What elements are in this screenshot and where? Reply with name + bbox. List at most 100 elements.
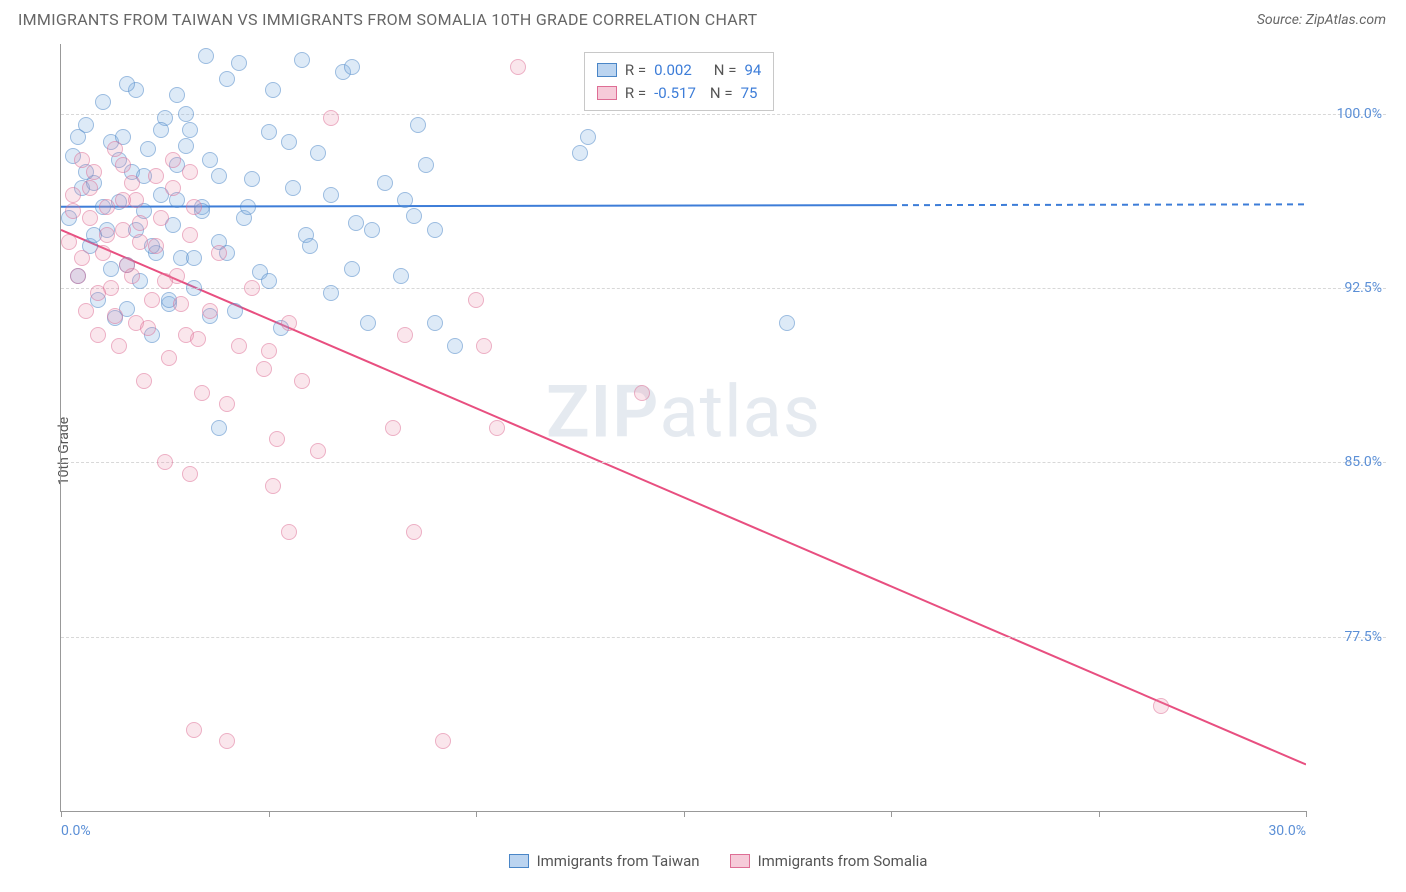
gridline-h xyxy=(61,462,1386,463)
data-point xyxy=(107,141,123,157)
data-point xyxy=(165,180,181,196)
data-point xyxy=(115,192,131,208)
data-point xyxy=(310,443,326,459)
data-point xyxy=(132,234,148,250)
data-point xyxy=(78,303,94,319)
data-point xyxy=(418,157,434,173)
data-point xyxy=(148,168,164,184)
data-point xyxy=(115,157,131,173)
data-point xyxy=(281,134,297,150)
data-point xyxy=(70,268,86,284)
data-point xyxy=(198,48,214,64)
data-point xyxy=(231,338,247,354)
chart-header: IMMIGRANTS FROM TAIWAN VS IMMIGRANTS FRO… xyxy=(0,0,1406,37)
data-point xyxy=(476,338,492,354)
legend-row-taiwan: R = 0.002 N = 94 xyxy=(597,59,761,82)
data-point xyxy=(95,245,111,261)
xtick xyxy=(1306,811,1307,817)
data-point xyxy=(157,454,173,470)
data-point xyxy=(86,164,102,180)
data-point xyxy=(572,145,588,161)
trend-lines xyxy=(61,44,1306,811)
data-point xyxy=(435,733,451,749)
xtick-label: 30.0% xyxy=(1268,823,1306,839)
data-point xyxy=(489,420,505,436)
data-point xyxy=(61,234,77,250)
data-point xyxy=(140,141,156,157)
legend-item-somalia: Immigrants from Somalia xyxy=(730,852,928,870)
data-point xyxy=(377,175,393,191)
data-point xyxy=(344,59,360,75)
data-point xyxy=(397,192,413,208)
r-value-somalia: -0.517 xyxy=(654,82,696,105)
data-point xyxy=(219,733,235,749)
swatch-somalia xyxy=(730,854,750,868)
data-point xyxy=(99,227,115,243)
data-point xyxy=(132,215,148,231)
data-point xyxy=(202,303,218,319)
data-point xyxy=(186,250,202,266)
r-value-taiwan: 0.002 xyxy=(654,59,692,82)
data-point xyxy=(65,203,81,219)
data-point xyxy=(447,338,463,354)
xtick xyxy=(61,811,62,817)
data-point xyxy=(99,199,115,215)
data-point xyxy=(219,396,235,412)
data-point xyxy=(244,280,260,296)
data-point xyxy=(82,210,98,226)
data-point xyxy=(190,331,206,347)
data-point xyxy=(510,59,526,75)
data-point xyxy=(231,55,247,71)
data-point xyxy=(211,245,227,261)
data-point xyxy=(161,350,177,366)
data-point xyxy=(165,152,181,168)
xtick-label: 0.0% xyxy=(61,823,91,839)
r-label: R = xyxy=(625,82,646,105)
legend-row-somalia: R = -0.517 N = 75 xyxy=(597,82,761,105)
xtick xyxy=(476,811,477,817)
series-legend: Immigrants from Taiwan Immigrants from S… xyxy=(50,852,1386,870)
data-point xyxy=(281,524,297,540)
data-point xyxy=(90,327,106,343)
data-point xyxy=(227,303,243,319)
source-label: Source: ZipAtlas.com xyxy=(1257,12,1386,28)
data-point xyxy=(310,145,326,161)
data-point xyxy=(124,175,140,191)
data-point xyxy=(157,273,173,289)
data-point xyxy=(406,524,422,540)
ytick-label: 92.5% xyxy=(1344,280,1382,296)
data-point xyxy=(406,208,422,224)
data-point xyxy=(186,199,202,215)
data-point xyxy=(95,94,111,110)
legend-label-somalia: Immigrants from Somalia xyxy=(758,852,928,870)
ytick-label: 77.5% xyxy=(1344,629,1382,645)
data-point xyxy=(103,261,119,277)
data-point xyxy=(144,292,160,308)
data-point xyxy=(427,222,443,238)
data-point xyxy=(344,261,360,277)
data-point xyxy=(182,122,198,138)
data-point xyxy=(385,420,401,436)
data-point xyxy=(111,338,127,354)
xtick xyxy=(891,811,892,817)
data-point xyxy=(82,180,98,196)
data-point xyxy=(186,280,202,296)
gridline-h xyxy=(61,114,1386,115)
data-point xyxy=(1153,698,1169,714)
xtick xyxy=(684,811,685,817)
data-point xyxy=(265,478,281,494)
r-label: R = xyxy=(625,59,646,82)
data-point xyxy=(265,82,281,98)
data-point xyxy=(178,106,194,122)
watermark: ZIPatlas xyxy=(546,370,821,455)
data-point xyxy=(240,199,256,215)
data-point xyxy=(70,129,86,145)
ytick-label: 85.0% xyxy=(1344,454,1382,470)
data-point xyxy=(124,268,140,284)
legend-label-taiwan: Immigrants from Taiwan xyxy=(537,852,700,870)
data-point xyxy=(580,129,596,145)
correlation-legend: R = 0.002 N = 94 R = -0.517 N = 75 xyxy=(584,52,774,111)
swatch-taiwan xyxy=(597,63,617,77)
data-point xyxy=(779,315,795,331)
n-value-taiwan: 94 xyxy=(744,59,761,82)
